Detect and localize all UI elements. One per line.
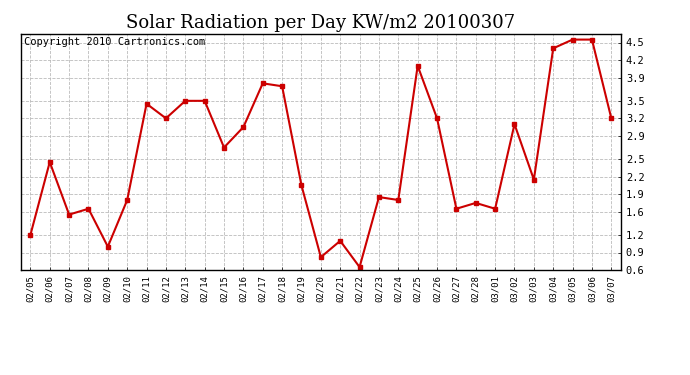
Title: Solar Radiation per Day KW/m2 20100307: Solar Radiation per Day KW/m2 20100307 — [126, 14, 515, 32]
Text: Copyright 2010 Cartronics.com: Copyright 2010 Cartronics.com — [23, 37, 205, 47]
